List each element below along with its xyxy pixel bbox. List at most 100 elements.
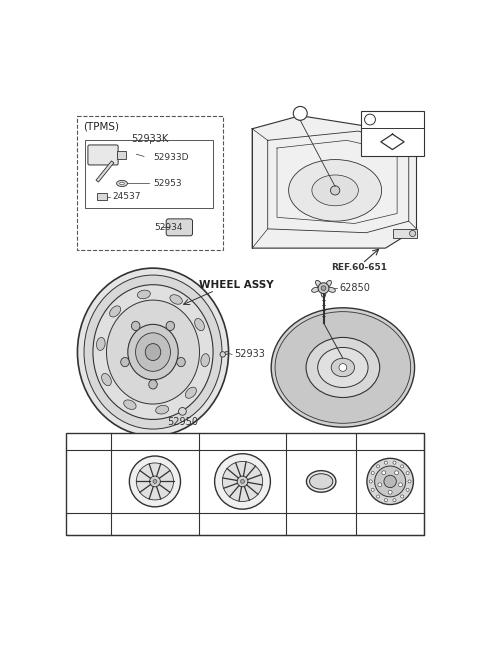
Ellipse shape	[102, 373, 111, 386]
Text: KIA: KIA	[313, 477, 329, 486]
Ellipse shape	[315, 280, 322, 287]
Text: REF.60-651: REF.60-651	[331, 262, 387, 272]
Text: 52960-C6000: 52960-C6000	[293, 516, 349, 524]
Circle shape	[384, 475, 396, 487]
Circle shape	[398, 483, 402, 487]
Text: 52933D: 52933D	[153, 153, 189, 162]
Ellipse shape	[84, 275, 222, 429]
Text: 52910-D5110: 52910-D5110	[124, 520, 186, 528]
Circle shape	[215, 454, 270, 509]
Ellipse shape	[137, 290, 150, 298]
Ellipse shape	[306, 470, 336, 492]
Circle shape	[378, 483, 382, 487]
Circle shape	[240, 480, 244, 483]
Ellipse shape	[107, 300, 200, 404]
Ellipse shape	[145, 344, 161, 361]
Ellipse shape	[288, 159, 382, 221]
Text: 52960: 52960	[306, 436, 336, 446]
Text: 52910B: 52910B	[180, 436, 217, 446]
Ellipse shape	[321, 290, 326, 297]
Circle shape	[179, 407, 186, 415]
Text: a: a	[297, 108, 303, 118]
Ellipse shape	[135, 333, 170, 371]
Circle shape	[384, 461, 387, 464]
Circle shape	[371, 488, 374, 491]
Circle shape	[293, 106, 307, 120]
Circle shape	[376, 465, 380, 468]
Ellipse shape	[170, 295, 182, 304]
Ellipse shape	[310, 474, 333, 489]
Circle shape	[225, 352, 228, 354]
Ellipse shape	[121, 358, 129, 367]
Ellipse shape	[93, 285, 213, 419]
Ellipse shape	[120, 182, 124, 184]
Circle shape	[130, 456, 180, 507]
Ellipse shape	[318, 348, 368, 388]
Text: 52953: 52953	[153, 179, 181, 188]
Ellipse shape	[325, 280, 332, 287]
Bar	[77, 115, 223, 251]
Circle shape	[375, 466, 406, 497]
Circle shape	[406, 488, 409, 491]
Ellipse shape	[185, 387, 196, 398]
Ellipse shape	[195, 318, 204, 331]
Text: 62850: 62850	[339, 283, 370, 293]
Text: 24537: 24537	[113, 192, 141, 201]
Text: 52960-3W200: 52960-3W200	[292, 524, 350, 533]
Circle shape	[153, 480, 157, 483]
Polygon shape	[252, 115, 417, 248]
Circle shape	[401, 495, 404, 498]
Text: WHEEL ASSY: WHEEL ASSY	[199, 280, 274, 290]
Text: P/NO: P/NO	[76, 519, 101, 529]
Text: 52910F: 52910F	[372, 436, 408, 446]
Ellipse shape	[312, 175, 359, 206]
Circle shape	[339, 363, 347, 371]
Circle shape	[222, 461, 263, 501]
Ellipse shape	[201, 354, 209, 367]
Circle shape	[384, 499, 387, 502]
Ellipse shape	[271, 308, 415, 427]
Circle shape	[409, 230, 416, 237]
Circle shape	[388, 490, 392, 494]
Text: KEY NO.: KEY NO.	[67, 436, 111, 446]
Ellipse shape	[117, 180, 127, 186]
FancyBboxPatch shape	[166, 219, 192, 236]
Ellipse shape	[275, 312, 411, 423]
FancyBboxPatch shape	[88, 145, 118, 165]
Ellipse shape	[77, 268, 228, 436]
Text: 52910-C2910: 52910-C2910	[360, 520, 420, 528]
Circle shape	[330, 186, 340, 195]
Ellipse shape	[306, 337, 380, 398]
Ellipse shape	[124, 400, 136, 409]
Circle shape	[408, 480, 411, 483]
Circle shape	[376, 495, 380, 498]
Circle shape	[395, 471, 398, 475]
Circle shape	[149, 476, 160, 487]
Circle shape	[365, 114, 375, 125]
Bar	[97, 193, 107, 199]
Ellipse shape	[177, 358, 185, 367]
Circle shape	[136, 463, 174, 500]
Text: 62852: 62852	[381, 115, 416, 125]
Circle shape	[318, 283, 329, 293]
Circle shape	[220, 352, 226, 357]
Bar	[360, 111, 424, 155]
Ellipse shape	[128, 324, 178, 380]
Ellipse shape	[132, 321, 140, 331]
Bar	[85, 140, 213, 208]
Ellipse shape	[96, 337, 105, 350]
Text: 52933: 52933	[234, 350, 265, 359]
Circle shape	[382, 471, 386, 475]
Circle shape	[369, 480, 372, 483]
Text: a: a	[367, 115, 373, 124]
Ellipse shape	[149, 380, 157, 389]
Circle shape	[367, 459, 413, 504]
Text: 52934: 52934	[155, 223, 183, 232]
Text: 52910-D6310: 52910-D6310	[212, 520, 274, 528]
Circle shape	[371, 472, 374, 475]
Circle shape	[401, 465, 404, 468]
Bar	[117, 151, 126, 159]
Text: (TPMS): (TPMS)	[83, 121, 119, 131]
Circle shape	[393, 461, 396, 464]
Ellipse shape	[156, 405, 168, 414]
